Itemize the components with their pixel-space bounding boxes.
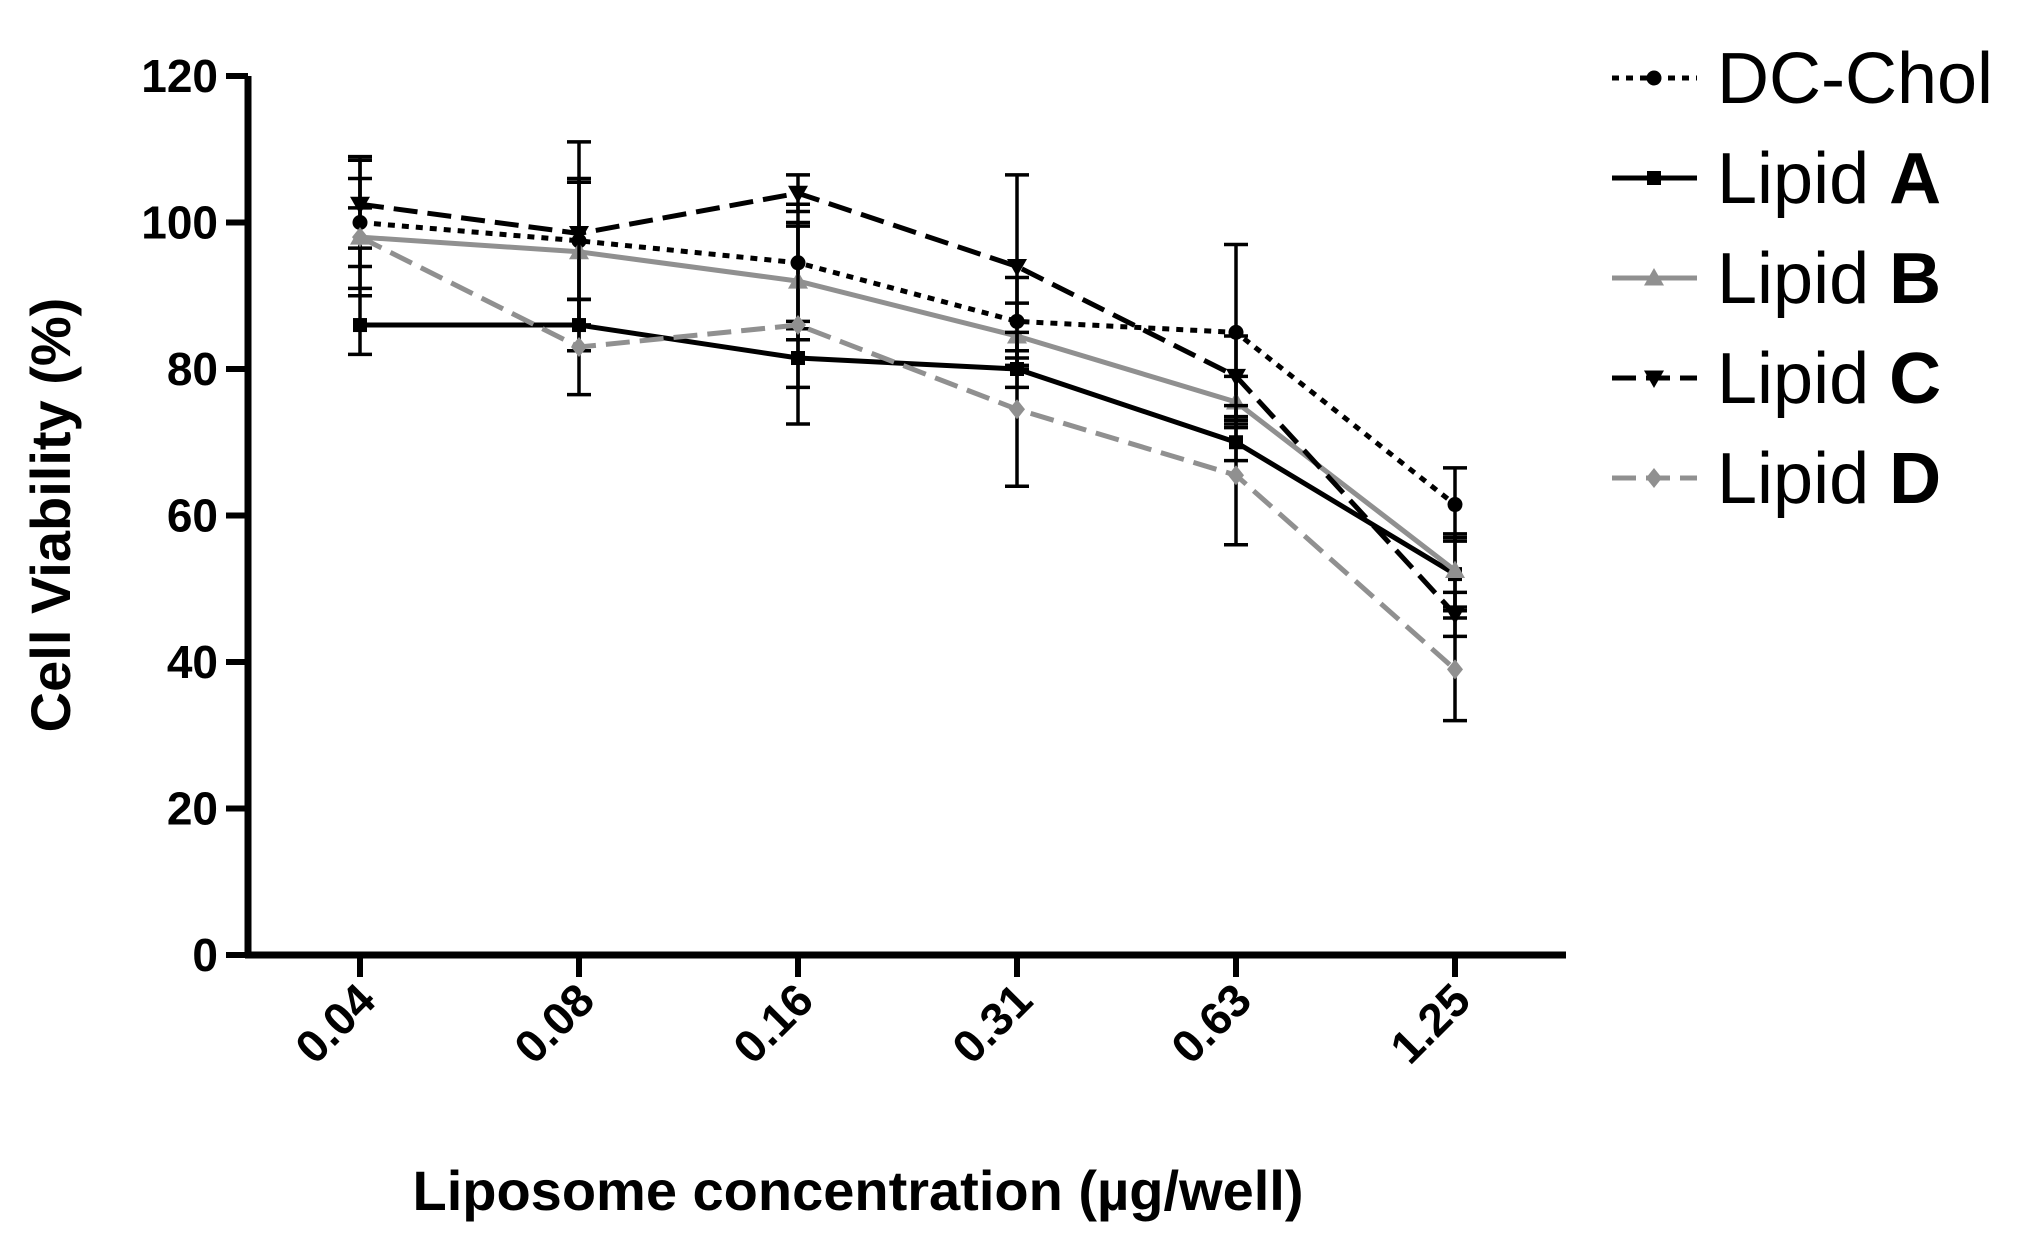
series-line bbox=[359, 220, 1457, 507]
series-line bbox=[358, 234, 1457, 672]
legend-label: Lipid A bbox=[1717, 139, 1941, 219]
x-axis-ticks: 0.04 0.08 0.16 0.31 0.63 1.25 bbox=[285, 955, 1480, 1073]
y-tick-label: 40 bbox=[167, 636, 218, 688]
data-point bbox=[1007, 258, 1027, 277]
data-point bbox=[788, 185, 808, 204]
legend-marker bbox=[1647, 171, 1661, 185]
x-axis-title: Liposome concentration (µg/well) bbox=[413, 1159, 1304, 1222]
y-tick-label: 80 bbox=[167, 343, 218, 395]
legend-label: Lipid B bbox=[1717, 239, 1941, 319]
legend-label-bold: D bbox=[1889, 439, 1941, 519]
y-tick-label: 60 bbox=[167, 490, 218, 542]
series-line bbox=[359, 190, 1457, 617]
x-tick-label: 0.08 bbox=[504, 973, 604, 1073]
legend-label-bold: C bbox=[1889, 339, 1941, 419]
data-point bbox=[790, 315, 806, 336]
y-tick-label: 0 bbox=[192, 929, 218, 981]
data-point bbox=[1445, 560, 1465, 578]
series-line bbox=[359, 234, 1457, 573]
y-axis-title: Cell Viability (%) bbox=[19, 298, 82, 733]
legend-label-text: Lipid bbox=[1717, 139, 1889, 219]
data-point bbox=[352, 227, 368, 248]
x-tick-label: 0.31 bbox=[942, 973, 1042, 1073]
x-tick-label: 0.63 bbox=[1161, 973, 1261, 1073]
data-point bbox=[353, 318, 367, 333]
x-tick-label: 0.04 bbox=[285, 973, 385, 1073]
legend-label-text: Lipid bbox=[1717, 339, 1889, 419]
legend-label: Lipid C bbox=[1717, 339, 1941, 419]
series-lipid-b bbox=[348, 176, 1467, 609]
legend-label-text: Lipid bbox=[1717, 239, 1889, 319]
x-tick-label: 0.16 bbox=[723, 973, 823, 1073]
legend-label-text: DC-Chol bbox=[1717, 39, 1993, 119]
y-axis-ticks: 0 20 40 60 80 100 120 bbox=[141, 50, 248, 981]
legend-item-lipid-d: Lipid D bbox=[1612, 439, 1941, 519]
data-point bbox=[1445, 606, 1465, 625]
legend-label-bold: A bbox=[1889, 139, 1941, 219]
legend-marker bbox=[1646, 468, 1662, 488]
legend-item-lipid-b: Lipid B bbox=[1612, 239, 1941, 319]
data-point bbox=[1447, 659, 1463, 680]
series-line bbox=[360, 322, 1457, 577]
y-tick-label: 100 bbox=[141, 197, 218, 249]
data-point bbox=[350, 196, 370, 215]
data-point bbox=[1226, 368, 1246, 387]
legend-marker bbox=[1644, 370, 1664, 388]
data-point bbox=[1009, 399, 1025, 420]
legend-item-dc-chol: DC-Chol bbox=[1612, 39, 1993, 119]
legend-marker bbox=[1646, 70, 1662, 86]
legend-label-bold: B bbox=[1889, 239, 1941, 319]
legend-item-lipid-c: Lipid C bbox=[1612, 339, 1941, 419]
data-point bbox=[1228, 465, 1244, 486]
legend-label-text: Lipid bbox=[1717, 439, 1889, 519]
legend-item-lipid-a: Lipid A bbox=[1612, 139, 1941, 219]
legend-marker bbox=[1644, 268, 1664, 286]
data-point bbox=[1447, 497, 1463, 513]
plot-area: 0 20 40 60 80 100 120 0.04 0.08 0.16 0.31 0.63 1.25 bbox=[141, 50, 1566, 1073]
data-point bbox=[569, 225, 589, 244]
y-tick-label: 120 bbox=[141, 50, 218, 102]
series-lipid-d bbox=[348, 206, 1467, 723]
series-dc-chol bbox=[348, 154, 1467, 543]
y-tick-label: 20 bbox=[167, 783, 218, 835]
series-lipid-c bbox=[348, 140, 1467, 639]
legend-label: DC-Chol bbox=[1717, 39, 1993, 119]
data-point bbox=[571, 337, 587, 358]
legend-label: Lipid D bbox=[1717, 439, 1941, 519]
x-tick-label: 1.25 bbox=[1380, 973, 1480, 1073]
series-layer bbox=[348, 140, 1467, 723]
